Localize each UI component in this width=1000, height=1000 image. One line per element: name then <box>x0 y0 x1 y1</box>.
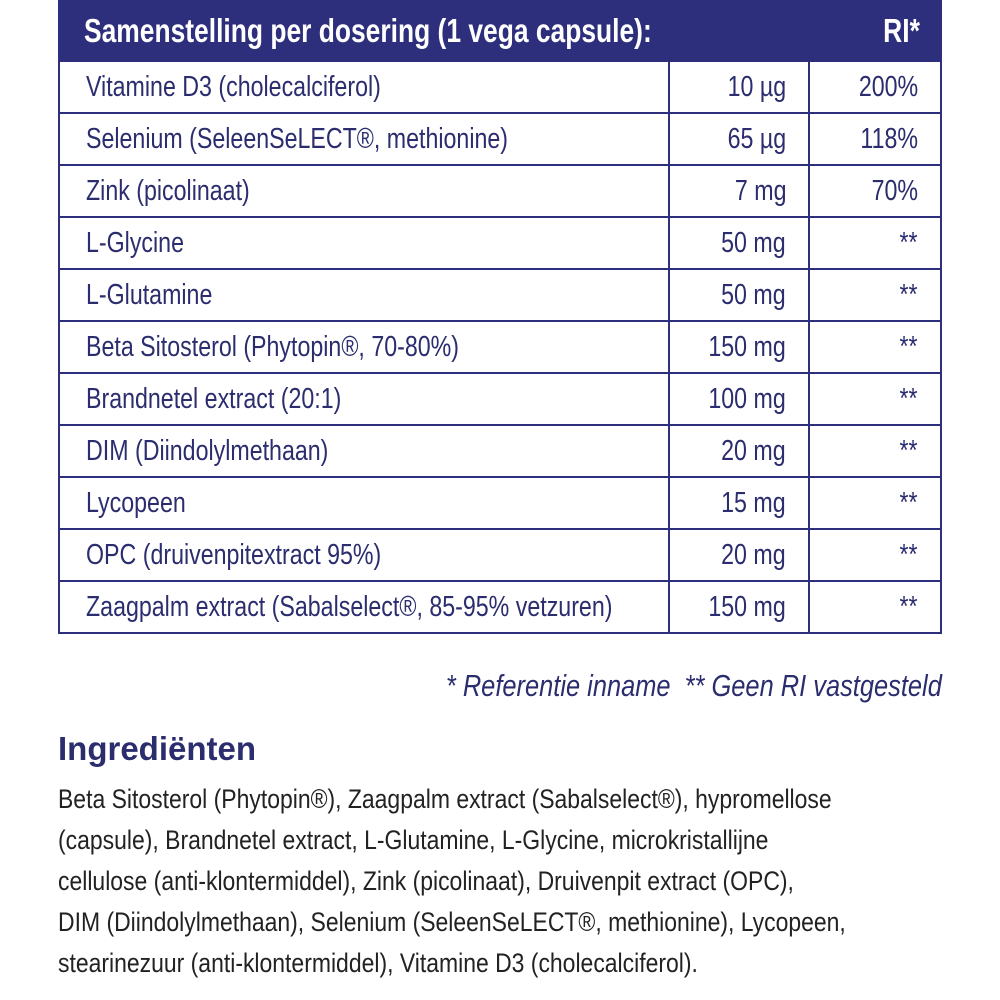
header-ri: RI* <box>883 12 920 49</box>
cell-name: OPC (druivenpitextract 95%) <box>60 530 670 580</box>
cell-amount-text: 15 mg <box>721 487 786 519</box>
cell-amount: 15 mg <box>670 478 810 528</box>
cell-amount: 150 mg <box>670 322 810 372</box>
ingredients-line: (capsule), Brandnetel extract, L-Glutami… <box>58 825 769 855</box>
ingredients-line: cellulose (anti-klontermiddel), Zink (pi… <box>58 866 794 896</box>
table-row: Lycopeen 15 mg ** <box>58 478 942 530</box>
table-row: Brandnetel extract (20:1) 100 mg ** <box>58 374 942 426</box>
ingredients-title: Ingrediënten <box>58 730 257 767</box>
cell-name-text: L-Glutamine <box>86 279 213 311</box>
cell-name: Lycopeen <box>60 478 670 528</box>
cell-ri: 70% <box>810 166 940 216</box>
cell-amount: 20 mg <box>670 530 810 580</box>
cell-amount-text: 7 mg <box>734 175 786 207</box>
cell-amount: 10 µg <box>670 62 810 112</box>
cell-name-text: Lycopeen <box>86 487 186 519</box>
cell-name: DIM (Diindolylmethaan) <box>60 426 670 476</box>
cell-name-text: Zink (picolinaat) <box>86 175 250 207</box>
cell-ri-text: ** <box>899 435 918 467</box>
table-row: L-Glutamine 50 mg ** <box>58 270 942 322</box>
cell-amount-text: 50 mg <box>721 279 786 311</box>
cell-name-text: Selenium (SeleenSeLECT®, methionine) <box>86 123 509 155</box>
table-row: DIM (Diindolylmethaan) 20 mg ** <box>58 426 942 478</box>
cell-ri: ** <box>810 374 940 424</box>
cell-ri: 118% <box>810 114 940 164</box>
cell-amount-text: 65 µg <box>727 123 786 155</box>
footnote: * Referentie inname ** Geen RI vastgeste… <box>446 668 942 703</box>
cell-name: Selenium (SeleenSeLECT®, methionine) <box>60 114 670 164</box>
ingredients-line: Beta Sitosterol (Phytopin®), Zaagpalm ex… <box>58 784 832 814</box>
cell-ri: ** <box>810 478 940 528</box>
header-title: Samenstelling per dosering (1 vega capsu… <box>84 12 652 49</box>
cell-amount: 150 mg <box>670 582 810 632</box>
cell-name: Brandnetel extract (20:1) <box>60 374 670 424</box>
table-row: Zaagpalm extract (Sabalselect®, 85-95% v… <box>58 582 942 634</box>
cell-ri-text: ** <box>899 539 918 571</box>
cell-amount-text: 10 µg <box>727 71 786 103</box>
cell-amount-text: 150 mg <box>708 591 786 623</box>
cell-amount: 100 mg <box>670 374 810 424</box>
cell-name: L-Glutamine <box>60 270 670 320</box>
cell-name-text: Zaagpalm extract (Sabalselect®, 85-95% v… <box>86 591 613 623</box>
table-body: Vitamine D3 (cholecalciferol) 10 µg 200% Se… <box>58 62 942 634</box>
table-row: OPC (druivenpitextract 95%) 20 mg ** <box>58 530 942 582</box>
cell-amount: 50 mg <box>670 270 810 320</box>
table-row: Vitamine D3 (cholecalciferol) 10 µg 200% <box>58 62 942 114</box>
cell-ri-text: ** <box>899 227 918 259</box>
table-row: L-Glycine 50 mg ** <box>58 218 942 270</box>
cell-amount-text: 100 mg <box>708 383 786 415</box>
cell-ri-text: ** <box>899 591 918 623</box>
cell-name-text: Vitamine D3 (cholecalciferol) <box>86 71 381 103</box>
cell-name-text: Beta Sitosterol (Phytopin®, 70-80%) <box>86 331 460 363</box>
cell-name: L-Glycine <box>60 218 670 268</box>
cell-ri: ** <box>810 582 940 632</box>
ingredients-line: stearinezuur (anti-klontermiddel), Vitam… <box>58 948 698 978</box>
cell-ri-text: 70% <box>871 175 918 207</box>
cell-ri: ** <box>810 218 940 268</box>
table-row: Selenium (SeleenSeLECT®, methionine) 65 µ… <box>58 114 942 166</box>
table-header: Samenstelling per dosering (1 vega capsu… <box>58 0 942 62</box>
cell-amount: 65 µg <box>670 114 810 164</box>
cell-name-text: L-Glycine <box>86 227 184 259</box>
cell-ri: ** <box>810 322 940 372</box>
cell-name: Vitamine D3 (cholecalciferol) <box>60 62 670 112</box>
cell-amount: 50 mg <box>670 218 810 268</box>
cell-amount-text: 20 mg <box>721 539 786 571</box>
cell-ri-text: 118% <box>860 123 918 155</box>
cell-ri: ** <box>810 530 940 580</box>
cell-ri: 200% <box>810 62 940 112</box>
ingredients-line: DIM (Diindolylmethaan), Selenium (Seleen… <box>58 907 846 937</box>
table-row: Zink (picolinaat) 7 mg 70% <box>58 166 942 218</box>
cell-amount-text: 50 mg <box>721 227 786 259</box>
cell-name-text: Brandnetel extract (20:1) <box>86 383 342 415</box>
cell-name: Zink (picolinaat) <box>60 166 670 216</box>
cell-ri: ** <box>810 426 940 476</box>
cell-ri-text: ** <box>899 279 918 311</box>
ingredients-text: Beta Sitosterol (Phytopin®), Zaagpalm ex… <box>58 784 978 989</box>
cell-ri-text: 200% <box>858 71 918 103</box>
cell-name: Beta Sitosterol (Phytopin®, 70-80%) <box>60 322 670 372</box>
cell-name-text: OPC (druivenpitextract 95%) <box>86 539 382 571</box>
cell-amount: 7 mg <box>670 166 810 216</box>
composition-table: Samenstelling per dosering (1 vega capsu… <box>58 0 942 634</box>
cell-name: Zaagpalm extract (Sabalselect®, 85-95% v… <box>60 582 670 632</box>
cell-amount-text: 150 mg <box>708 331 786 363</box>
cell-amount-text: 20 mg <box>721 435 786 467</box>
cell-ri-text: ** <box>899 487 918 519</box>
cell-ri-text: ** <box>899 383 918 415</box>
cell-name-text: DIM (Diindolylmethaan) <box>86 435 329 467</box>
cell-ri: ** <box>810 270 940 320</box>
table-row: Beta Sitosterol (Phytopin®, 70-80%) 150 m… <box>58 322 942 374</box>
cell-amount: 20 mg <box>670 426 810 476</box>
cell-ri-text: ** <box>899 331 918 363</box>
